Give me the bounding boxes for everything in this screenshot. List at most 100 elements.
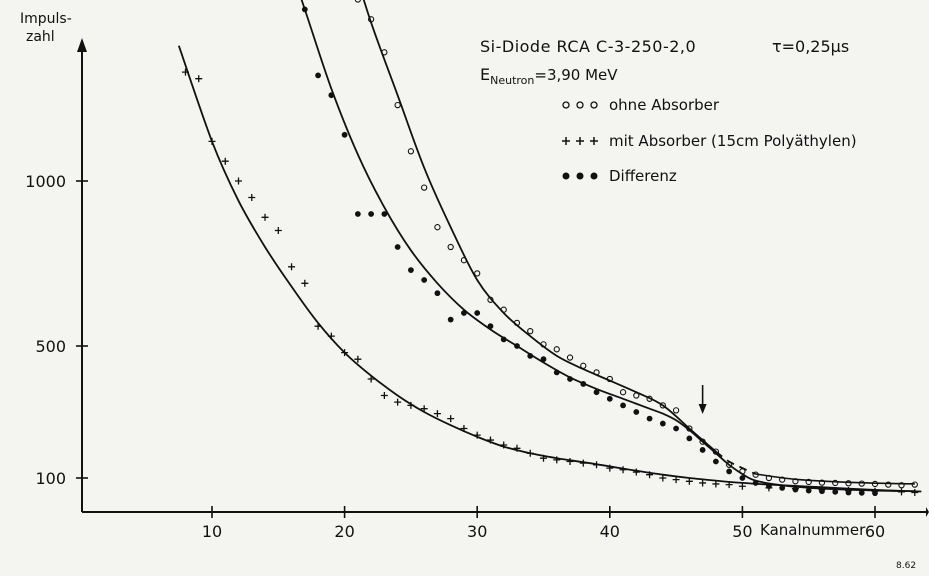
open-circle-point bbox=[566, 354, 574, 361]
plus-point bbox=[261, 213, 269, 221]
open-circle-point bbox=[898, 482, 905, 489]
open-circle-point bbox=[421, 184, 428, 191]
plus-point bbox=[632, 468, 640, 476]
plus-point bbox=[898, 488, 906, 496]
open-circle-point bbox=[619, 389, 627, 396]
y-tick-label: 1000 bbox=[25, 172, 66, 191]
legend-markers-open bbox=[562, 101, 598, 109]
x-tick-label: 50 bbox=[732, 522, 752, 541]
filled-circle-point bbox=[845, 489, 852, 496]
y-axis-arrowhead bbox=[77, 38, 87, 52]
plus-point bbox=[433, 410, 441, 418]
plus-point bbox=[407, 401, 415, 409]
energy-subscript: Neutron bbox=[490, 74, 534, 87]
open-circle-point bbox=[659, 402, 666, 409]
filled-circle-point bbox=[434, 290, 441, 297]
legend-open-circle bbox=[562, 101, 570, 109]
filled-circle-point bbox=[447, 316, 454, 323]
open-circle-point bbox=[858, 480, 865, 487]
open-circle-point bbox=[381, 49, 388, 56]
filled-circle-point bbox=[341, 131, 348, 138]
open-circle-point bbox=[447, 243, 454, 251]
open-circle-point bbox=[527, 327, 534, 335]
open-circle-point bbox=[845, 480, 852, 487]
filled-circle-point bbox=[646, 415, 653, 422]
open-circle-point bbox=[487, 296, 494, 303]
legend-label-differenz: Differenz bbox=[609, 167, 677, 185]
open-circle-point bbox=[540, 341, 547, 348]
filled-circle-point bbox=[606, 395, 613, 402]
ticks: 10 20 30 40 50 60 100 500 1000 bbox=[25, 172, 885, 541]
filled-circle-point bbox=[832, 488, 839, 495]
open-circle-point bbox=[818, 479, 826, 486]
open-circle-point bbox=[779, 476, 786, 483]
open-circle-point bbox=[699, 438, 706, 445]
plus-point bbox=[725, 481, 733, 489]
plus-point bbox=[911, 489, 919, 497]
open-circle-point bbox=[885, 481, 892, 488]
x-tick-label: 60 bbox=[865, 522, 885, 541]
plus-point bbox=[593, 461, 601, 469]
plus-point bbox=[354, 355, 362, 363]
y-axis-label-line1: Impuls- bbox=[20, 11, 72, 27]
plus-point bbox=[248, 194, 256, 201]
energy-prefix: E bbox=[480, 65, 490, 84]
open-circle-point bbox=[911, 481, 918, 488]
open-circle-point bbox=[474, 270, 481, 277]
plus-point bbox=[181, 68, 189, 76]
plus-point bbox=[341, 349, 349, 357]
energy-value: =3,90 MeV bbox=[534, 66, 618, 84]
plus-point bbox=[738, 482, 746, 490]
open-circle-point bbox=[633, 392, 640, 399]
plus-point bbox=[367, 375, 375, 383]
open-circle-point bbox=[739, 468, 746, 475]
filled-circle-point bbox=[805, 487, 812, 494]
filled-circle-point bbox=[500, 336, 507, 343]
corner-note: 8.62 bbox=[896, 561, 916, 571]
open-circle-point bbox=[407, 148, 415, 155]
plus-point bbox=[712, 480, 720, 488]
filled-circle-point bbox=[858, 489, 865, 496]
legend-open-circle bbox=[576, 101, 584, 109]
filled-circle-point bbox=[381, 211, 388, 217]
filled-circle-point bbox=[567, 376, 573, 382]
filled-circle-point bbox=[620, 402, 626, 409]
plus-point bbox=[394, 398, 402, 406]
filled-circle-point bbox=[368, 211, 375, 217]
plus-point bbox=[566, 458, 574, 465]
x-axis-arrowhead bbox=[926, 507, 929, 517]
x-tick-label: 40 bbox=[600, 522, 620, 541]
plus-point bbox=[685, 477, 693, 485]
plus-point bbox=[646, 471, 654, 479]
open-circle-point bbox=[752, 471, 759, 478]
open-circle-point bbox=[354, 0, 361, 3]
filled-circle-point bbox=[487, 323, 494, 330]
plus-point bbox=[314, 322, 322, 330]
fit-curve-series-1 bbox=[177, 45, 922, 493]
legend-markers-filled bbox=[562, 172, 598, 180]
data-points bbox=[181, 0, 919, 497]
legend-label-ohne: ohne Absorber bbox=[609, 96, 720, 114]
plus-point bbox=[473, 431, 481, 439]
filled-circle-point bbox=[699, 447, 706, 453]
filled-circle-point bbox=[540, 356, 547, 363]
plus-point bbox=[619, 466, 627, 474]
filled-circle-point bbox=[593, 389, 600, 396]
filled-circle-point bbox=[474, 310, 481, 316]
x-tick-label: 20 bbox=[334, 522, 354, 541]
plus-point bbox=[221, 157, 229, 165]
plus-point bbox=[672, 476, 680, 484]
plus-point bbox=[540, 454, 547, 462]
filled-circle-point bbox=[315, 72, 321, 79]
legend-plus bbox=[590, 137, 598, 145]
filled-circle-point bbox=[752, 480, 759, 486]
plus-point bbox=[460, 425, 468, 432]
open-circle-point bbox=[686, 425, 693, 432]
filled-circle-point bbox=[580, 381, 587, 387]
x-tick-label: 30 bbox=[467, 522, 487, 541]
legend-open-circle bbox=[590, 101, 598, 109]
chart-title: Si-Diode RCA C-3-250-2,0 bbox=[480, 37, 696, 56]
plus-point bbox=[447, 415, 455, 423]
open-circle-point bbox=[725, 461, 733, 468]
legend-filled-circle bbox=[562, 172, 570, 180]
